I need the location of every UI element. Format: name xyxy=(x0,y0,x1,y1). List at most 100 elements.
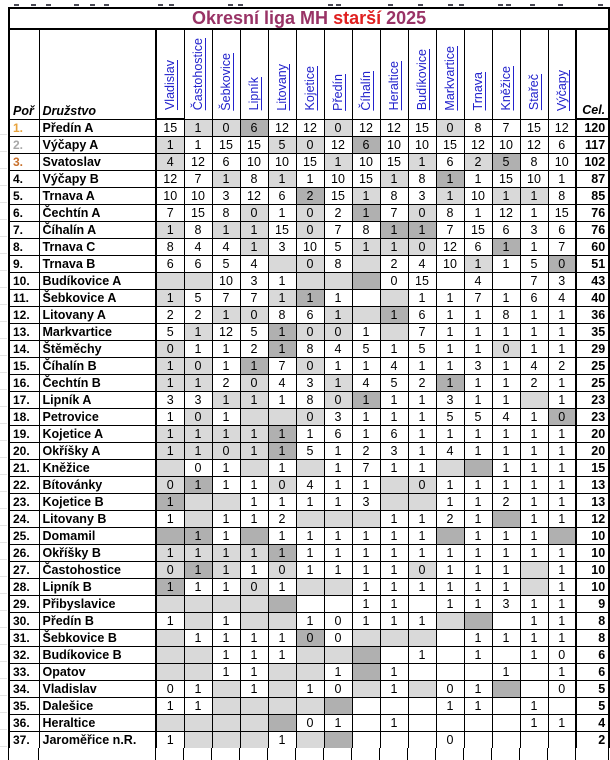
score-cell[interactable]: 3 xyxy=(211,187,241,205)
score-cell[interactable]: 6 xyxy=(267,187,297,205)
team-cell[interactable]: Svatoslav xyxy=(38,153,157,171)
score-cell[interactable]: 8 xyxy=(239,170,269,188)
score-cell[interactable]: 1 xyxy=(519,476,549,494)
score-cell[interactable] xyxy=(155,459,185,477)
score-cell[interactable]: 7 xyxy=(239,289,269,307)
score-cell[interactable]: 1 xyxy=(407,357,437,375)
event-link[interactable]: Heraltice xyxy=(387,61,401,111)
score-cell[interactable]: 15 xyxy=(351,170,381,188)
score-cell[interactable] xyxy=(183,731,213,750)
score-cell[interactable]: 2 xyxy=(323,204,353,222)
score-cell[interactable]: 8 xyxy=(155,238,185,256)
score-cell[interactable]: 12 xyxy=(295,118,325,137)
score-cell[interactable] xyxy=(379,697,409,715)
score-cell[interactable]: 12 xyxy=(155,170,185,188)
score-cell[interactable]: 1 xyxy=(547,578,577,596)
score-cell[interactable]: 5 xyxy=(211,255,241,273)
score-cell[interactable]: 1 xyxy=(491,561,521,579)
score-cell[interactable]: 4 xyxy=(463,272,493,290)
score-cell[interactable]: 8 xyxy=(379,187,409,205)
event-link[interactable]: Lipník xyxy=(247,77,261,111)
score-cell[interactable]: 0 xyxy=(211,442,241,460)
rank-cell[interactable]: 22. xyxy=(8,476,40,494)
score-cell[interactable]: 10 xyxy=(379,136,409,154)
score-cell[interactable] xyxy=(407,629,437,647)
total-cell[interactable]: 25 xyxy=(574,357,610,375)
score-cell[interactable]: 1 xyxy=(267,544,297,562)
team-cell[interactable]: Budíkovice A xyxy=(38,272,157,290)
score-cell[interactable] xyxy=(519,663,549,681)
score-cell[interactable]: 1 xyxy=(379,391,409,409)
score-cell[interactable]: 1 xyxy=(463,255,493,273)
score-cell[interactable]: 1 xyxy=(379,612,409,630)
score-cell[interactable]: 0 xyxy=(323,323,353,341)
score-cell[interactable]: 12 xyxy=(519,136,549,154)
total-cell[interactable]: 20 xyxy=(574,425,610,443)
score-cell[interactable]: 1 xyxy=(519,629,549,647)
score-cell[interactable] xyxy=(407,595,437,613)
score-cell[interactable] xyxy=(295,459,325,477)
score-cell[interactable]: 8 xyxy=(435,204,465,222)
score-cell[interactable]: 15 xyxy=(211,136,241,154)
score-cell[interactable]: 6 xyxy=(407,306,437,324)
score-cell[interactable]: 1 xyxy=(379,680,409,698)
score-cell[interactable] xyxy=(435,663,465,681)
total-cell[interactable]: 25 xyxy=(574,374,610,392)
score-cell[interactable]: 1 xyxy=(435,357,465,375)
team-cell[interactable]: Dalešice xyxy=(38,697,157,715)
score-cell[interactable]: 12 xyxy=(491,204,521,222)
event-link[interactable]: Kněžice xyxy=(499,66,513,111)
score-cell[interactable]: 1 xyxy=(323,544,353,562)
score-cell[interactable]: 1 xyxy=(267,340,297,358)
score-cell[interactable] xyxy=(463,714,493,732)
score-cell[interactable]: 1 xyxy=(407,442,437,460)
rank-cell[interactable]: 15. xyxy=(8,357,40,375)
event-link[interactable]: Stařeč xyxy=(527,74,541,111)
team-cell[interactable]: Trnava B xyxy=(38,255,157,273)
score-cell[interactable]: 2 xyxy=(491,493,521,511)
score-cell[interactable] xyxy=(239,595,269,613)
score-cell[interactable]: 12 xyxy=(323,136,353,154)
score-cell[interactable]: 6 xyxy=(323,425,353,443)
col-header-event[interactable]: Předín xyxy=(323,28,353,120)
score-cell[interactable]: 1 xyxy=(295,561,325,579)
score-cell[interactable]: 5 xyxy=(295,442,325,460)
score-cell[interactable]: 1 xyxy=(211,646,241,664)
score-cell[interactable]: 3 xyxy=(155,391,185,409)
score-cell[interactable]: 10 xyxy=(407,136,437,154)
total-cell[interactable]: 43 xyxy=(574,272,610,290)
score-cell[interactable] xyxy=(435,612,465,630)
score-cell[interactable]: 1 xyxy=(155,493,185,511)
score-cell[interactable]: 5 xyxy=(463,408,493,426)
score-cell[interactable]: 6 xyxy=(547,221,577,239)
team-cell[interactable]: Kojetice B xyxy=(38,493,157,511)
rank-cell[interactable]: 4. xyxy=(8,170,40,188)
score-cell[interactable]: 12 xyxy=(547,118,577,137)
score-cell[interactable]: 10 xyxy=(351,153,381,171)
score-cell[interactable]: 0 xyxy=(547,646,577,664)
score-cell[interactable]: 3 xyxy=(267,238,297,256)
score-cell[interactable]: 0 xyxy=(435,731,465,750)
team-cell[interactable]: Vladislav xyxy=(38,680,157,698)
score-cell[interactable]: 0 xyxy=(323,391,353,409)
score-cell[interactable]: 0 xyxy=(183,459,213,477)
team-cell[interactable]: Litovany A xyxy=(38,306,157,324)
score-cell[interactable]: 1 xyxy=(351,561,381,579)
score-cell[interactable]: 3 xyxy=(491,595,521,613)
total-cell[interactable]: 102 xyxy=(574,153,610,171)
score-cell[interactable]: 0 xyxy=(295,255,325,273)
total-cell[interactable]: 13 xyxy=(574,476,610,494)
score-cell[interactable]: 1 xyxy=(547,323,577,341)
rank-cell[interactable]: 28. xyxy=(8,578,40,596)
score-cell[interactable] xyxy=(295,646,325,664)
score-cell[interactable]: 1 xyxy=(547,595,577,613)
score-cell[interactable]: 4 xyxy=(211,238,241,256)
score-cell[interactable]: 4 xyxy=(155,153,185,171)
total-cell[interactable]: 4 xyxy=(574,714,610,732)
rank-cell[interactable]: 7. xyxy=(8,221,40,239)
score-cell[interactable]: 4 xyxy=(435,442,465,460)
event-link[interactable]: Trnava xyxy=(471,72,485,111)
score-cell[interactable] xyxy=(407,493,437,511)
score-cell[interactable] xyxy=(267,663,297,681)
score-cell[interactable]: 10 xyxy=(239,153,269,171)
